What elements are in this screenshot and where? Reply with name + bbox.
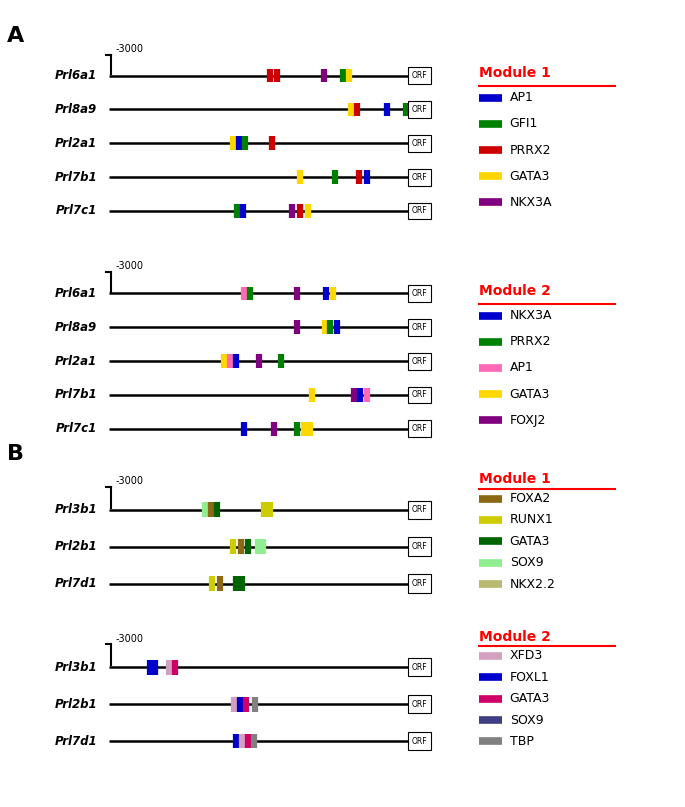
Text: Prl7c1: Prl7c1 — [56, 422, 97, 435]
FancyBboxPatch shape — [408, 203, 431, 220]
Text: -3000: -3000 — [116, 476, 144, 486]
Text: PRRX2: PRRX2 — [510, 336, 551, 349]
Text: ORF: ORF — [412, 289, 427, 298]
Text: Prl2a1: Prl2a1 — [55, 136, 97, 150]
Text: Prl7d1: Prl7d1 — [55, 577, 97, 590]
Text: TBP: TBP — [510, 735, 534, 748]
FancyBboxPatch shape — [408, 319, 431, 336]
Text: -3000: -3000 — [116, 44, 144, 53]
Text: ORF: ORF — [412, 424, 427, 433]
FancyBboxPatch shape — [408, 575, 431, 593]
FancyBboxPatch shape — [408, 101, 431, 118]
Text: Module 1: Module 1 — [479, 66, 551, 80]
Text: ORF: ORF — [412, 542, 427, 551]
FancyBboxPatch shape — [408, 500, 431, 519]
Text: ORF: ORF — [412, 105, 427, 114]
Text: AP1: AP1 — [510, 91, 534, 104]
Text: ORF: ORF — [412, 505, 427, 514]
Text: ORF: ORF — [412, 700, 427, 709]
Text: NKX2.2: NKX2.2 — [510, 578, 556, 591]
FancyBboxPatch shape — [408, 420, 431, 437]
Text: ORF: ORF — [412, 139, 427, 148]
FancyBboxPatch shape — [408, 537, 431, 556]
Text: FOXA2: FOXA2 — [510, 492, 551, 505]
Text: Module 2: Module 2 — [479, 629, 551, 644]
Text: Prl2a1: Prl2a1 — [55, 354, 97, 368]
Text: XFD3: XFD3 — [510, 650, 543, 663]
FancyBboxPatch shape — [408, 658, 431, 676]
Text: Prl7d1: Prl7d1 — [55, 734, 97, 747]
Text: ORF: ORF — [412, 579, 427, 588]
Text: AP1: AP1 — [510, 362, 534, 374]
Text: Prl6a1: Prl6a1 — [55, 69, 97, 82]
Text: NKX3A: NKX3A — [510, 309, 552, 322]
FancyBboxPatch shape — [408, 135, 431, 152]
FancyBboxPatch shape — [408, 169, 431, 186]
Text: GATA3: GATA3 — [510, 387, 550, 400]
Text: ORF: ORF — [412, 207, 427, 215]
Text: PRRX2: PRRX2 — [510, 144, 551, 157]
Text: ORF: ORF — [412, 71, 427, 80]
Text: Prl7c1: Prl7c1 — [56, 204, 97, 217]
Text: GFI1: GFI1 — [510, 118, 538, 131]
Text: Module 2: Module 2 — [479, 284, 551, 298]
Text: ORF: ORF — [412, 737, 427, 746]
Text: ORF: ORF — [412, 391, 427, 399]
Text: Prl2b1: Prl2b1 — [55, 540, 97, 554]
Text: FOXJ2: FOXJ2 — [510, 414, 546, 427]
Text: Prl6a1: Prl6a1 — [55, 287, 97, 300]
Text: ORF: ORF — [412, 663, 427, 671]
Text: Prl3b1: Prl3b1 — [55, 661, 97, 674]
Text: SOX9: SOX9 — [510, 713, 543, 726]
Text: Prl7b1: Prl7b1 — [55, 388, 97, 402]
FancyBboxPatch shape — [408, 387, 431, 404]
Text: FOXL1: FOXL1 — [510, 671, 549, 684]
Text: GATA3: GATA3 — [510, 535, 550, 548]
Text: SOX9: SOX9 — [510, 556, 543, 569]
Text: Prl7b1: Prl7b1 — [55, 170, 97, 184]
Text: ORF: ORF — [412, 323, 427, 332]
Text: GATA3: GATA3 — [510, 169, 550, 182]
Text: Prl3b1: Prl3b1 — [55, 504, 97, 516]
Text: B: B — [7, 444, 24, 464]
Text: GATA3: GATA3 — [510, 692, 550, 705]
FancyBboxPatch shape — [408, 353, 431, 370]
Text: Prl8a9: Prl8a9 — [55, 102, 97, 116]
Text: Prl8a9: Prl8a9 — [55, 320, 97, 334]
Text: NKX3A: NKX3A — [510, 196, 552, 209]
FancyBboxPatch shape — [408, 285, 431, 302]
FancyBboxPatch shape — [408, 67, 431, 84]
Text: Module 1: Module 1 — [479, 472, 551, 487]
Text: A: A — [7, 26, 24, 46]
Text: ORF: ORF — [412, 357, 427, 366]
FancyBboxPatch shape — [408, 732, 431, 751]
Text: -3000: -3000 — [116, 261, 144, 271]
Text: -3000: -3000 — [116, 633, 144, 643]
Text: ORF: ORF — [412, 173, 427, 182]
Text: Prl2b1: Prl2b1 — [55, 697, 97, 711]
Text: RUNX1: RUNX1 — [510, 513, 553, 526]
FancyBboxPatch shape — [408, 695, 431, 713]
